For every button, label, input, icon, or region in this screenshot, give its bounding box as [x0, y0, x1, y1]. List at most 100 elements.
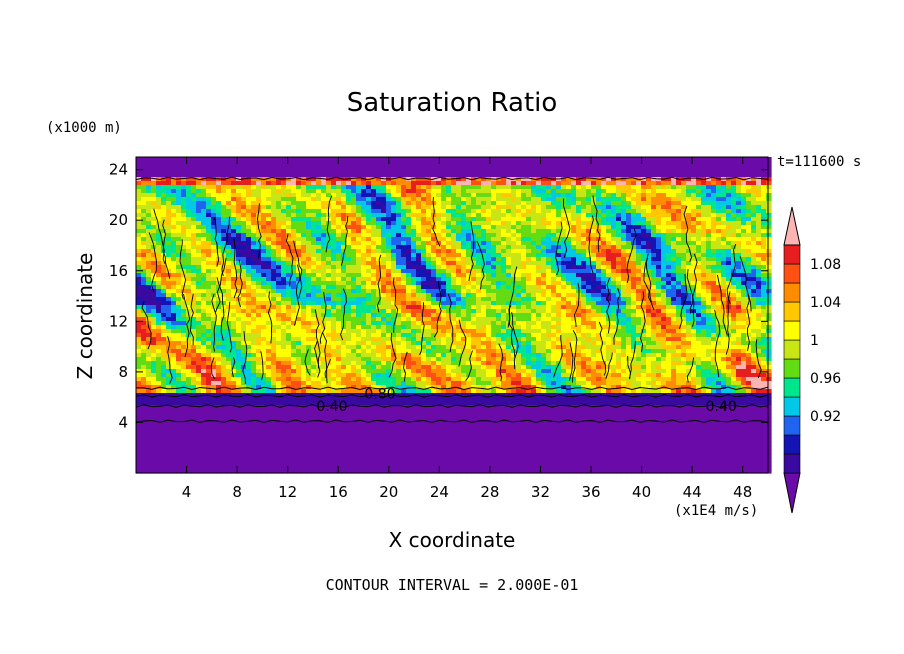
field-cell: [351, 157, 357, 162]
field-cell: [251, 201, 257, 206]
field-cell: [216, 305, 222, 310]
field-cell: [311, 197, 317, 202]
field-cell: [661, 197, 667, 202]
field-cell: [541, 309, 547, 314]
field-cell: [191, 209, 197, 214]
field-cell: [286, 285, 292, 290]
field-cell: [546, 309, 552, 314]
field-cell: [596, 261, 602, 266]
field-cell: [731, 301, 737, 306]
field-cell: [516, 249, 522, 254]
field-cell: [266, 301, 272, 306]
field-cell: [411, 157, 417, 162]
field-cell: [741, 241, 747, 246]
field-cell: [726, 289, 732, 294]
field-cell: [431, 189, 437, 194]
field-cell: [736, 301, 742, 306]
field-cell: [536, 277, 542, 282]
field-cell: [201, 249, 207, 254]
field-cell: [351, 193, 357, 198]
field-cell: [446, 237, 452, 242]
field-cell: [756, 237, 762, 242]
field-cell: [161, 313, 167, 318]
field-cell: [441, 225, 447, 230]
field-cell: [186, 265, 192, 270]
field-cell: [661, 261, 667, 266]
field-cell: [376, 237, 382, 242]
field-cell: [366, 301, 372, 306]
field-cell: [761, 281, 767, 286]
field-cell: [146, 301, 152, 306]
field-cell: [331, 225, 337, 230]
field-cell: [701, 157, 707, 162]
field-cell: [481, 189, 487, 194]
field-cell: [361, 189, 367, 194]
field-cell: [306, 173, 312, 178]
field-cell: [611, 289, 617, 294]
field-cell: [286, 257, 292, 262]
field-cell: [711, 197, 717, 202]
field-cell: [556, 209, 562, 214]
field-cell: [186, 185, 192, 190]
field-cell: [566, 185, 572, 190]
field-cell: [586, 181, 592, 186]
field-cell: [661, 293, 667, 298]
field-cell: [241, 289, 247, 294]
field-cell: [696, 161, 702, 166]
field-cell: [311, 161, 317, 166]
field-cell: [201, 273, 207, 278]
field-cell: [456, 225, 462, 230]
field-cell: [751, 233, 757, 238]
field-cell: [451, 241, 457, 246]
field-cell: [386, 281, 392, 286]
field-cell: [321, 169, 327, 174]
field-cell: [721, 289, 727, 294]
field-cell: [736, 245, 742, 250]
field-cell: [456, 297, 462, 302]
field-cell: [721, 285, 727, 290]
field-cell: [701, 261, 707, 266]
field-cell: [736, 229, 742, 234]
field-cell: [601, 161, 607, 166]
field-cell: [376, 289, 382, 294]
field-cell: [271, 281, 277, 286]
field-cell: [176, 165, 182, 170]
field-cell: [581, 289, 587, 294]
field-cell: [511, 249, 517, 254]
field-cell: [511, 205, 517, 210]
field-cell: [696, 229, 702, 234]
field-cell: [411, 301, 417, 306]
field-cell: [386, 309, 392, 314]
field-cell: [391, 257, 397, 262]
field-cell: [626, 241, 632, 246]
field-cell: [231, 185, 237, 190]
field-cell: [611, 277, 617, 282]
field-cell: [251, 161, 257, 166]
field-cell: [206, 269, 212, 274]
field-cell: [576, 165, 582, 170]
field-cell: [666, 229, 672, 234]
field-cell: [171, 313, 177, 318]
field-cell: [141, 245, 147, 250]
field-cell: [226, 273, 232, 278]
field-cell: [146, 253, 152, 258]
field-cell: [441, 241, 447, 246]
field-cell: [696, 157, 702, 162]
field-cell: [501, 209, 507, 214]
field-cell: [741, 253, 747, 258]
field-cell: [461, 225, 467, 230]
field-cell: [541, 265, 547, 270]
field-cell: [746, 305, 752, 310]
field-cell: [541, 249, 547, 254]
field-cell: [511, 237, 517, 242]
field-cell: [626, 277, 632, 282]
field-cell: [211, 301, 217, 306]
field-cell: [496, 193, 502, 198]
field-cell: [701, 213, 707, 218]
field-cell: [216, 161, 222, 166]
field-cell: [341, 197, 347, 202]
field-cell: [206, 209, 212, 214]
field-cell: [581, 217, 587, 222]
field-cell: [341, 233, 347, 238]
field-cell: [731, 169, 737, 174]
